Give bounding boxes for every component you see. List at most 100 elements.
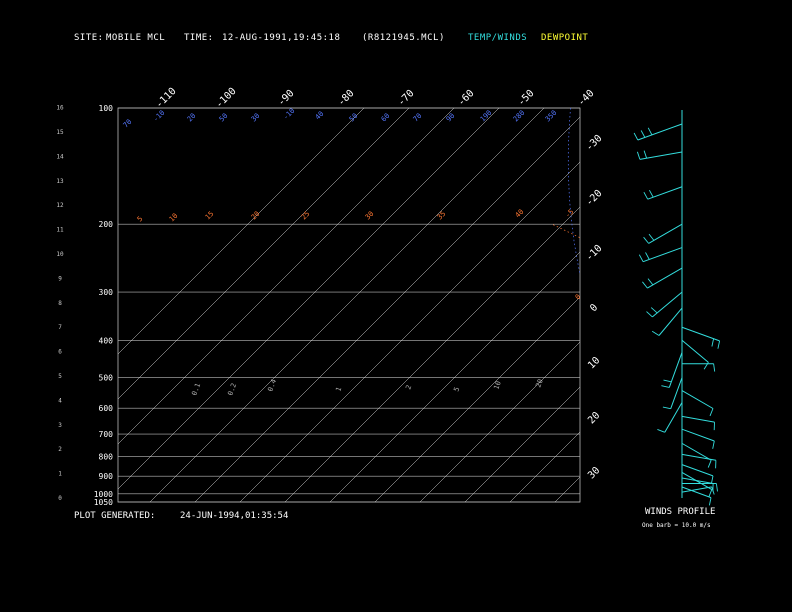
dry-adiabat-label: 50 [348,112,360,124]
pressure-grid [117,107,581,503]
dry-adiabat-label: 70 [412,112,424,124]
moist-adiabat [643,224,792,502]
height-tick: 0 [58,495,62,502]
isotherm [194,116,580,502]
wind-barb-flag [645,252,650,260]
height-tick: 1 [58,471,62,478]
pressure-tick: 400 [99,336,114,345]
dry-adiabat [640,108,792,502]
dry-adiabat-label: -10 [152,109,167,124]
height-tick: 14 [56,153,64,160]
moist-adiabat-label: 15 [204,210,216,222]
wind-barb [681,453,716,461]
dry-adiabat-label: 30 [250,112,262,124]
dry-adiabat-label: 50 [218,112,230,124]
mixing-ratio-label: 10 [492,380,502,391]
wind-barb [658,307,683,336]
moist-adiabat [734,224,792,502]
mixing-ratio-line [749,360,792,502]
wind-barb-flag [638,254,644,262]
temp-tick-right: -10 [584,243,605,264]
height-tick: 16 [56,105,64,112]
wind-barb-flag [640,130,646,138]
wind-barb-flag [713,363,716,372]
temp-tick-top: -50 [516,88,537,109]
mixing-ratio-label: 0.4 [266,378,278,393]
isotherm [509,431,580,502]
isotherm [118,108,455,445]
moist-adiabat [688,224,792,502]
time-label: TIME: [184,33,214,43]
dry-adiabat [664,108,792,502]
temp-tick-top: -60 [456,88,477,109]
temp-tick-top: -110 [154,86,179,111]
moist-adiabat-label: 40 [514,208,526,220]
mixing-ratio-label: 0.1 [190,382,202,397]
temp-tick-top: -40 [576,88,597,109]
pressure-tick: 200 [99,220,114,229]
wind-barb-flag [662,406,671,410]
wind-barb [637,123,683,141]
pressure-tick: 1050 [94,498,113,507]
time-value: 12-AUG-1991,19:45:18 [222,33,341,43]
wind-barb [681,486,712,499]
wind-barb-flag [661,385,670,388]
mixing-ratio-label: 20 [534,378,544,389]
moist-adiabat-label: 20 [250,210,262,222]
moist-adiabat-label: -5 [564,208,576,220]
wind-barb [652,291,683,318]
pressure-tick: 1000 [94,490,113,499]
moist-adiabat [779,224,792,502]
wind-barb [681,326,720,342]
temp-tick-top: -100 [214,86,239,111]
wind-barb-flag [707,460,712,468]
dry-adiabat [710,108,792,502]
moist-adiabat [597,224,792,502]
isotherm [239,161,580,502]
temp-tick-right: -20 [584,188,605,209]
isotherm [374,296,580,502]
isotherm [780,108,792,502]
moist-adiabat-label: 10 [168,212,180,224]
site-value: MOBILE MCL [106,33,166,43]
pressure-tick: 300 [99,288,114,297]
wind-barb-flag [636,151,641,160]
dry-adiabat [687,108,792,502]
temp-tick-top: -90 [276,88,297,109]
wind-barb [681,464,714,477]
dry-adiabat [757,108,792,502]
wind-barb [681,339,709,363]
wind-barb-flag [649,189,654,198]
isotherm [118,108,365,355]
wind-barb-flag [642,281,648,289]
dry-adiabat-label: 190 [479,109,494,124]
wind-barb-flag [646,311,653,318]
site-label: SITE: [74,33,104,43]
wind-barb [647,186,683,200]
dewpoint-series [697,220,792,496]
isotherm [464,386,580,502]
winds-profile-title: WINDS PROFILE [645,507,716,517]
dry-adiabat [617,108,782,502]
wind-barb-flag [708,497,712,506]
pressure-tick: 600 [99,404,114,413]
mixing-ratio-lines [685,360,792,502]
winds-profile-note: One barb = 10.0 m/s [642,522,711,529]
moist-adiabat-label: 35 [436,210,448,222]
wind-barb-flag [647,127,653,136]
wind-barb [670,377,683,409]
height-tick: 9 [58,275,62,282]
isotherm [329,251,580,502]
temp-tick-right: 0 [588,302,600,314]
plot-generated-value: 24-JUN-1994,01:35:54 [180,511,289,521]
wind-barb-flag [651,330,660,336]
temp-tick-right: -30 [584,133,605,154]
wind-barb [647,267,683,289]
dry-adiabat [734,108,792,502]
wind-barb-flag [717,340,721,349]
isotherm [284,206,580,502]
moist-adiabat-label: 25 [300,210,312,222]
temp-tick-right: 10 [586,355,602,371]
wind-barb-flag [633,132,639,141]
